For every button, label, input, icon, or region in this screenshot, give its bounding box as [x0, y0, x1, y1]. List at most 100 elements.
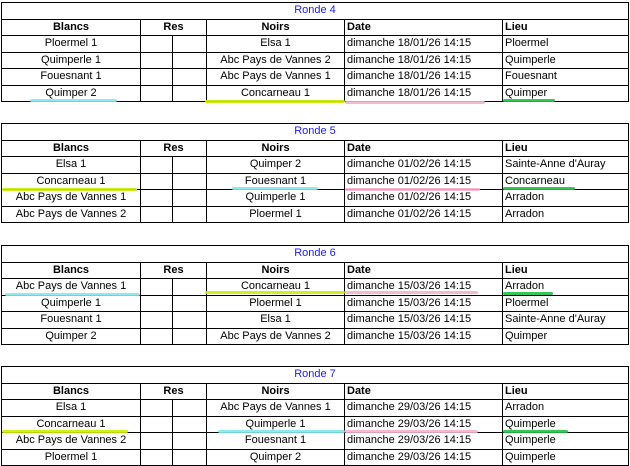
res-cell-2	[172, 278, 207, 296]
highlighter-mark	[503, 187, 575, 190]
lieu-cell: Fouesnant	[502, 68, 629, 86]
lieu-cell: Arradon	[502, 278, 629, 296]
res-cell-1	[140, 205, 173, 223]
noirs-cell: Quimper 2	[206, 156, 345, 174]
lieu-cell: Quimper	[502, 84, 629, 102]
blancs-cell: Elsa 1	[1, 156, 141, 174]
noirs-cell: Abc Pays de Vannes 1	[206, 399, 345, 417]
res-cell-1	[140, 278, 173, 296]
date-cell: dimanche 18/01/26 14:15	[344, 68, 503, 86]
highlighter-mark	[205, 100, 345, 103]
date-cell: dimanche 29/03/26 14:15	[344, 448, 503, 466]
res-cell-2	[172, 156, 207, 174]
date-cell: dimanche 29/03/26 14:15	[344, 415, 503, 433]
highlighter-mark	[503, 430, 568, 433]
res-cell-2	[172, 415, 207, 433]
blancs-cell: Elsa 1	[1, 399, 141, 417]
noirs-cell: Ploermel 1	[206, 294, 345, 312]
lieu-cell: Arradon	[502, 205, 629, 223]
header-res: Res	[140, 18, 207, 36]
highlighter-mark	[205, 291, 345, 294]
date-cell: dimanche 01/02/26 14:15	[344, 205, 503, 223]
header-date: Date	[344, 382, 503, 400]
round-title: Ronde 5	[1, 123, 629, 141]
lieu-cell: Quimperle	[502, 432, 629, 450]
round-title: Ronde 6	[1, 245, 629, 263]
table-row: Quimper 2 Concarneau 1 dimanche 18/01/26 1…	[1, 84, 629, 102]
highlighter-mark	[232, 187, 318, 190]
header-lieu: Lieu	[502, 261, 629, 279]
header-noirs: Noirs	[206, 382, 345, 400]
blancs-cell: Concarneau 1	[1, 415, 141, 433]
res-cell-1	[140, 84, 173, 102]
res-cell-1	[140, 35, 173, 53]
res-cell-2	[172, 327, 207, 345]
res-cell-2	[172, 189, 207, 207]
table-row: Quimperle 1 Ploermel 1 dimanche 15/03/26 1…	[1, 294, 629, 312]
date-cell: dimanche 01/02/26 14:15	[344, 156, 503, 174]
blancs-cell: Abc Pays de Vannes 1	[1, 189, 141, 207]
res-cell-1	[140, 156, 173, 174]
res-cell-1	[140, 327, 173, 345]
res-cell-1	[140, 51, 173, 69]
lieu-cell: Arradon	[502, 189, 629, 207]
res-cell-2	[172, 51, 207, 69]
highlighter-mark	[2, 430, 128, 433]
highlighter-mark	[345, 188, 480, 191]
round-title: Ronde 4	[1, 2, 629, 20]
noirs-cell: Quimperle 1	[206, 189, 345, 207]
table-row: Ploermel 1 Quimper 2 dimanche 29/03/26 14:…	[1, 448, 629, 466]
round-table: Ronde 4 Blancs Res Noirs Date Lieu Ploermel 1 E…	[1, 2, 629, 102]
lieu-cell: Sainte-Anne d'Auray	[502, 311, 629, 329]
header-date: Date	[344, 18, 503, 36]
blancs-cell: Abc Pays de Vannes 2	[1, 205, 141, 223]
res-cell-2	[172, 448, 207, 466]
lieu-cell: Quimper	[502, 327, 629, 345]
header-lieu: Lieu	[502, 139, 629, 157]
blancs-cell: Fouesnant 1	[1, 68, 141, 86]
header-noirs: Noirs	[206, 261, 345, 279]
header-blancs: Blancs	[1, 139, 141, 157]
res-cell-2	[172, 205, 207, 223]
noirs-cell: Quimper 2	[206, 448, 345, 466]
round-title: Ronde 7	[1, 366, 629, 384]
highlighter-mark	[30, 99, 117, 102]
res-cell-2	[172, 294, 207, 312]
res-cell-1	[140, 172, 173, 190]
res-cell-2	[172, 68, 207, 86]
header-blancs: Blancs	[1, 261, 141, 279]
res-cell-1	[140, 189, 173, 207]
header-lieu: Lieu	[502, 18, 629, 36]
header-blancs: Blancs	[1, 382, 141, 400]
res-cell-2	[172, 311, 207, 329]
header-date: Date	[344, 261, 503, 279]
date-cell: dimanche 15/03/26 14:15	[344, 311, 503, 329]
header-res: Res	[140, 261, 207, 279]
res-cell-1	[140, 432, 173, 450]
blancs-cell: Abc Pays de Vannes 2	[1, 432, 141, 450]
table-row: Elsa 1 Abc Pays de Vannes 1 dimanche 29/03…	[1, 399, 629, 417]
table-row: Fouesnant 1 Elsa 1 dimanche 15/03/26 14:15…	[1, 311, 629, 329]
blancs-cell: Quimperle 1	[1, 51, 141, 69]
noirs-cell: Ploermel 1	[206, 205, 345, 223]
noirs-cell: Abc Pays de Vannes 2	[206, 327, 345, 345]
table-row: Quimperle 1 Abc Pays de Vannes 2 dimanche …	[1, 51, 629, 69]
header-lieu: Lieu	[502, 382, 629, 400]
lieu-cell: Concarneau	[502, 172, 629, 190]
lieu-cell: Arradon	[502, 399, 629, 417]
res-cell-1	[140, 294, 173, 312]
date-cell: dimanche 01/02/26 14:15	[344, 189, 503, 207]
table-row: Ploermel 1 Elsa 1 dimanche 18/01/26 14:15 P…	[1, 35, 629, 53]
highlighter-mark	[345, 291, 478, 294]
res-cell-2	[172, 35, 207, 53]
res-cell-2	[172, 399, 207, 417]
date-cell: dimanche 15/03/26 14:15	[344, 327, 503, 345]
noirs-cell: Elsa 1	[206, 35, 345, 53]
lieu-cell: Quimperle	[502, 51, 629, 69]
date-cell: dimanche 18/01/26 14:15	[344, 84, 503, 102]
res-cell-1	[140, 448, 173, 466]
blancs-cell: Ploermel 1	[1, 448, 141, 466]
table-row: Quimper 2 Abc Pays de Vannes 2 dimanche 15…	[1, 327, 629, 345]
table-row: Elsa 1 Quimper 2 dimanche 01/02/26 14:15 Sa…	[1, 156, 629, 174]
lieu-cell: Ploermel	[502, 294, 629, 312]
